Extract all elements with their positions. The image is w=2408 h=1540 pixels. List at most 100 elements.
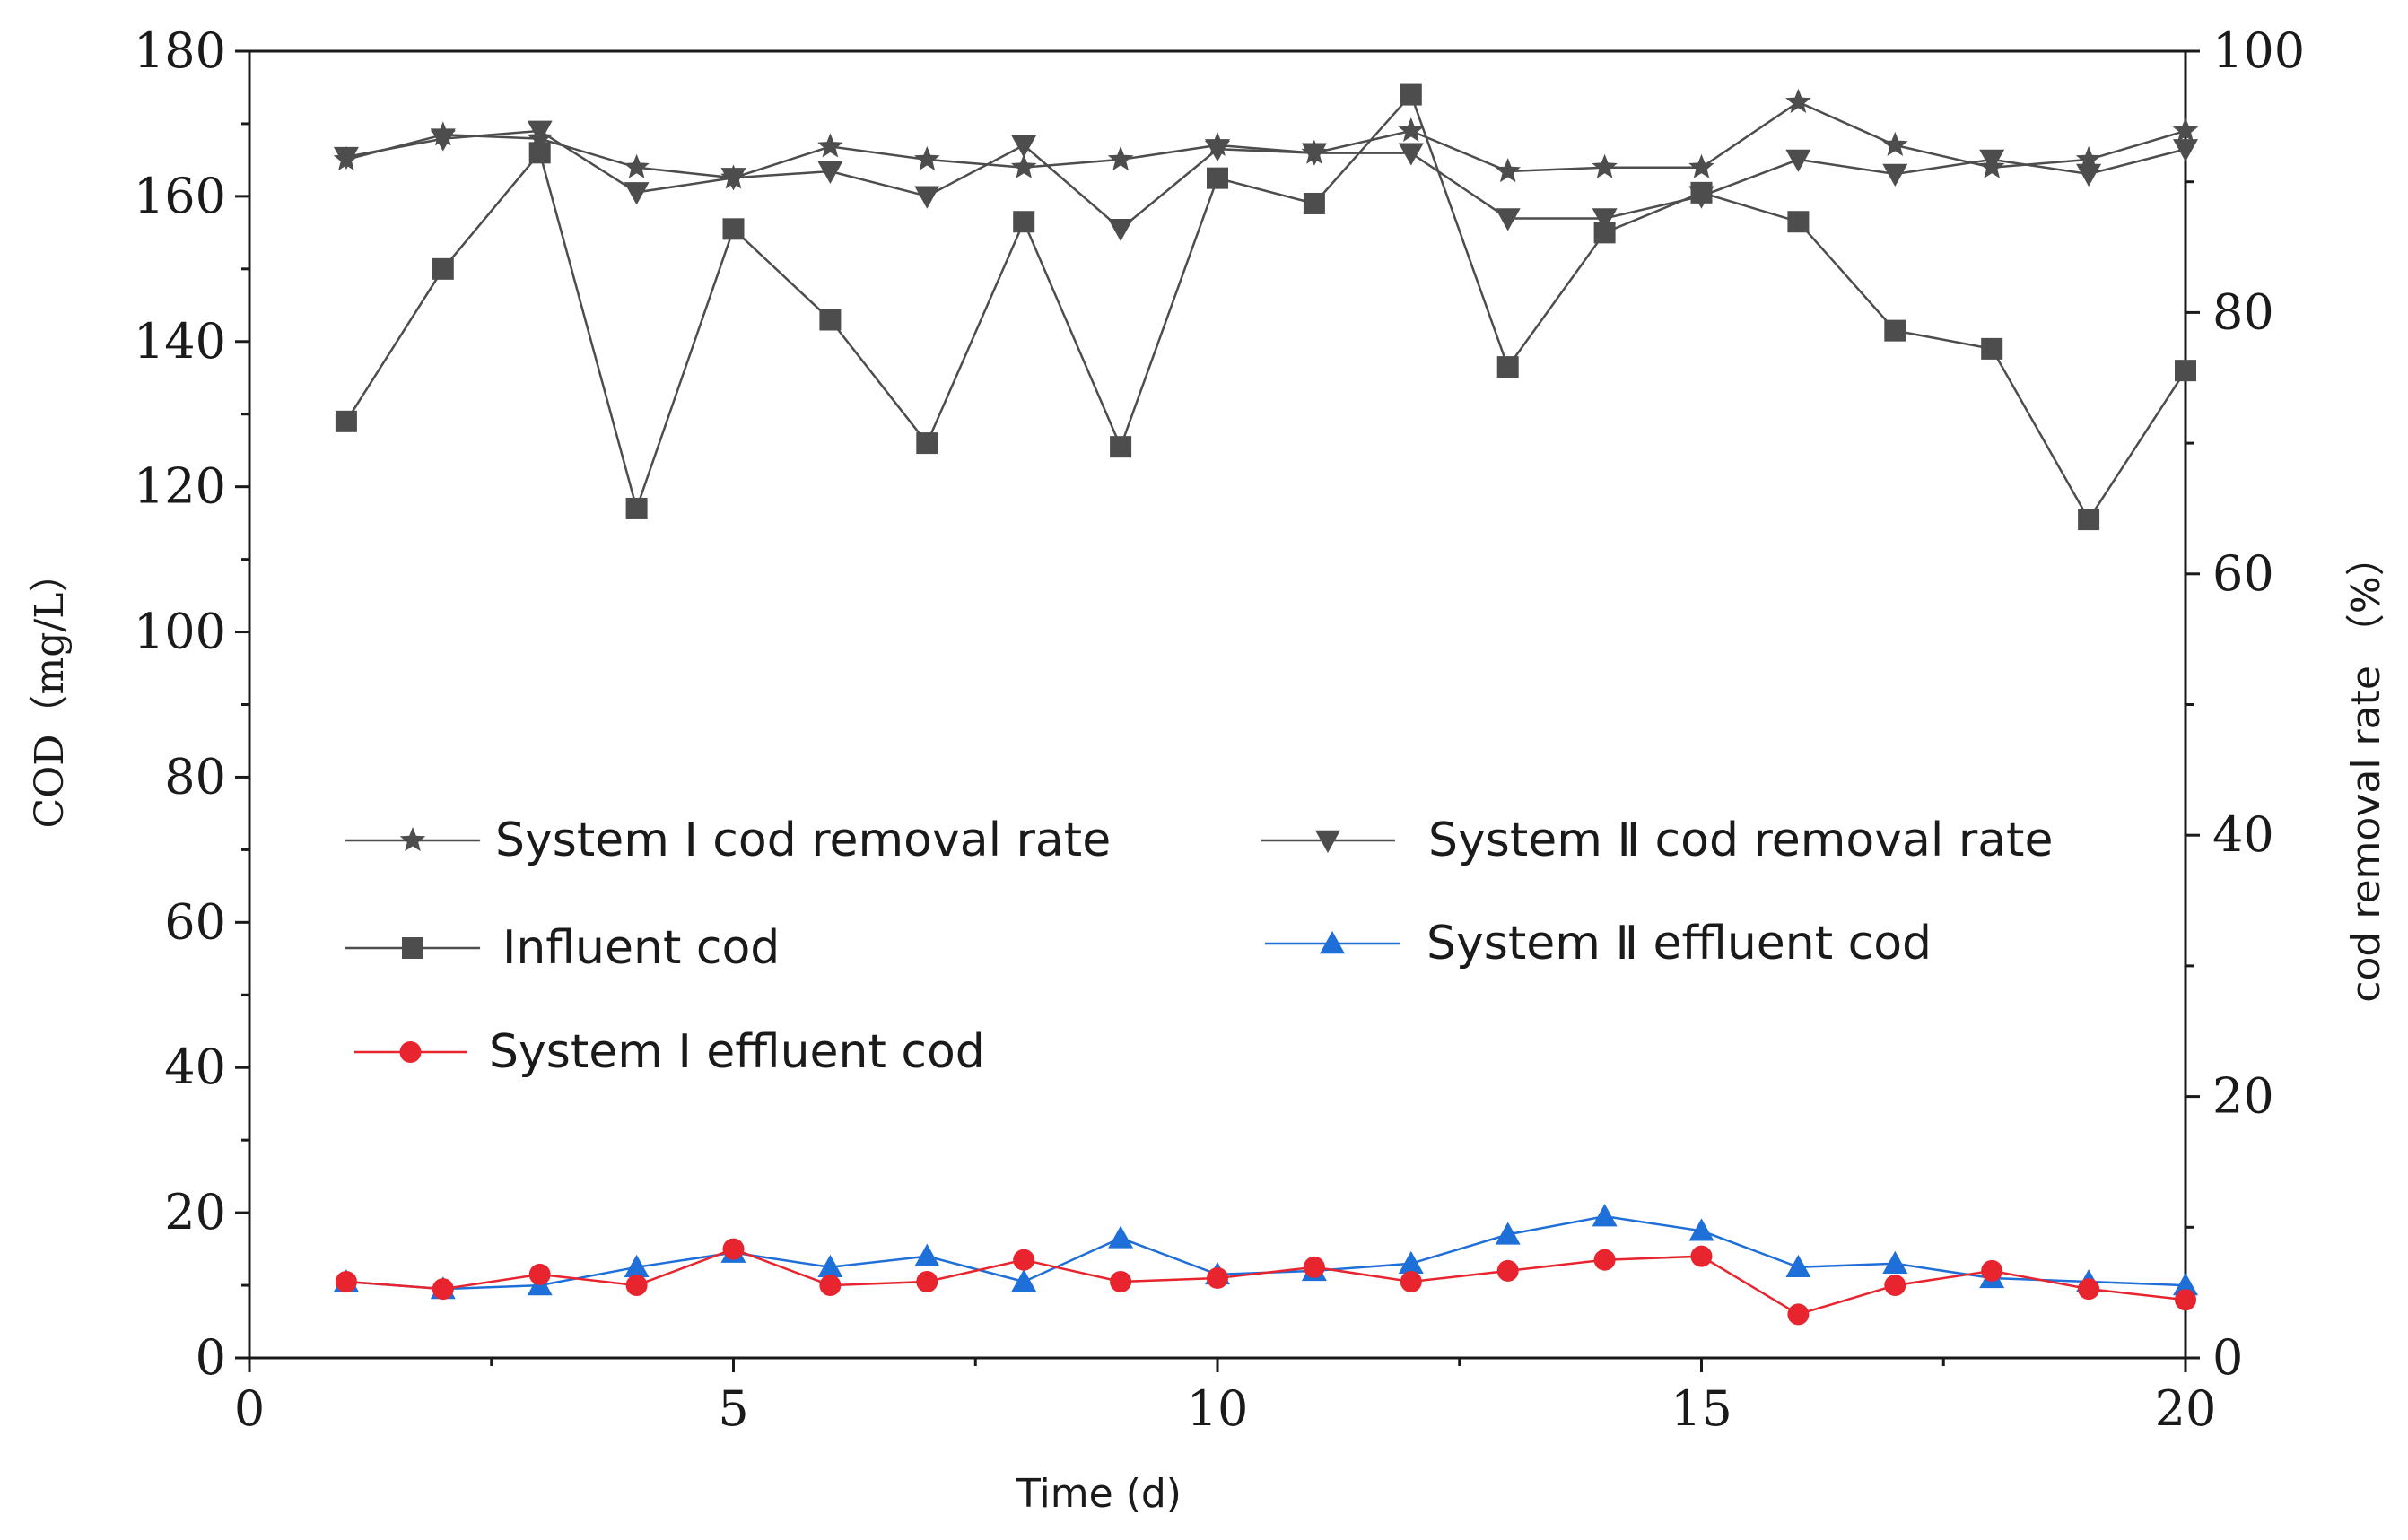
- legend-marker: [399, 827, 426, 852]
- legend-label: System Ⅱ cod removal rate: [1428, 814, 2053, 867]
- data-point: [1882, 163, 1908, 187]
- series-2: [335, 83, 2196, 531]
- data-point: [1690, 1245, 1713, 1267]
- y-left-tick-label: 100: [134, 604, 226, 660]
- data-point: [625, 497, 648, 519]
- y-right-tick-label: 100: [2212, 22, 2305, 79]
- data-point: [2078, 509, 2100, 531]
- legend-entry: System Ⅱ effluent cod: [1265, 917, 1932, 970]
- data-point: [1787, 1303, 1810, 1326]
- data-point: [1303, 192, 1325, 214]
- x-tick-label: 20: [2155, 1380, 2217, 1437]
- data-point: [1495, 1222, 1521, 1245]
- data-point: [916, 432, 938, 455]
- data-point: [914, 1243, 940, 1266]
- data-point: [1981, 1259, 2003, 1282]
- legend-entry: Influent cod: [345, 921, 780, 975]
- data-point: [1398, 1250, 1424, 1274]
- data-point: [1108, 1225, 1134, 1249]
- data-point: [1110, 1271, 1132, 1293]
- data-point: [722, 218, 745, 240]
- data-point: [527, 120, 553, 144]
- data-point: [1496, 356, 1519, 378]
- series-4: [335, 1238, 2196, 1326]
- data-point: [1400, 1271, 1422, 1293]
- data-point: [1592, 1204, 1618, 1227]
- y-right-axis-title: cod removal rate （%）: [2343, 536, 2389, 1002]
- data-point: [819, 309, 842, 331]
- y-right-tick-label: 0: [2212, 1329, 2243, 1386]
- series-line: [345, 100, 2186, 179]
- y-right-tick-label: 60: [2212, 545, 2274, 602]
- data-point: [1110, 436, 1132, 458]
- data-point: [1207, 1266, 1228, 1289]
- data-point: [1107, 145, 1134, 171]
- series-line: [345, 1214, 2186, 1291]
- series-line: [345, 92, 2187, 522]
- y-left-tick-label: 80: [164, 748, 226, 805]
- data-point: [1496, 1259, 1519, 1282]
- y-right-tick-label: 40: [2212, 806, 2274, 863]
- x-tick-label: 0: [234, 1380, 265, 1437]
- data-point: [2173, 139, 2198, 162]
- series-3: [333, 1204, 2198, 1300]
- data-point: [1207, 167, 1228, 189]
- data-point: [1013, 211, 1035, 233]
- data-point: [916, 1271, 938, 1293]
- y-left-tick-label: 20: [164, 1184, 226, 1240]
- data-point: [528, 142, 551, 164]
- data-point: [1785, 88, 1811, 113]
- data-point: [1010, 153, 1037, 178]
- series-1: [333, 120, 2198, 242]
- data-point: [430, 128, 456, 152]
- data-point: [1981, 337, 2003, 360]
- data-point: [720, 168, 746, 191]
- data-point: [914, 186, 940, 209]
- data-point: [1108, 218, 1134, 242]
- series-layer: [333, 83, 2199, 1326]
- data-point: [528, 1263, 551, 1285]
- data-point: [1011, 135, 1037, 158]
- legend-label: System Ⅰ effluent cod: [489, 1025, 985, 1079]
- data-point: [1013, 1249, 1035, 1271]
- y-right-tick-label: 80: [2212, 283, 2274, 340]
- x-tick-label: 10: [1187, 1380, 1249, 1437]
- y-left-tick-label: 140: [134, 313, 226, 370]
- data-point: [432, 1278, 454, 1301]
- data-point: [819, 1275, 842, 1297]
- data-point: [1301, 143, 1327, 166]
- legend-marker: [402, 937, 423, 959]
- data-point: [624, 182, 650, 205]
- series-0: [333, 88, 2199, 189]
- data-point: [624, 153, 650, 178]
- data-point: [1398, 117, 1425, 142]
- data-point: [1884, 1275, 1906, 1297]
- data-point: [432, 257, 454, 280]
- axes: 0 5 10 15 2002040608010012014016018002040608…: [134, 22, 2305, 1437]
- x-axis-title: Time (d): [1016, 1471, 1182, 1517]
- y-left-tick-label: 160: [134, 168, 226, 224]
- data-point: [1882, 131, 1908, 156]
- data-point: [817, 161, 843, 185]
- data-point: [1688, 1218, 1714, 1241]
- data-point: [1011, 1269, 1037, 1292]
- y-left-tick-label: 180: [134, 22, 226, 79]
- data-point: [1882, 1250, 1908, 1274]
- data-point: [1979, 149, 2005, 172]
- legend-label: System Ⅱ effluent cod: [1426, 917, 1932, 970]
- data-point: [2175, 1289, 2196, 1311]
- legend-label: Influent cod: [502, 921, 780, 975]
- data-point: [1787, 211, 1810, 233]
- data-point: [817, 1254, 843, 1278]
- legend: System Ⅰ cod removal rate System Ⅱ cod re…: [345, 814, 2053, 1079]
- plot-frame: [248, 49, 2187, 1360]
- data-point: [624, 1254, 650, 1278]
- data-point: [1303, 1256, 1325, 1278]
- data-point: [1495, 208, 1521, 231]
- data-point: [335, 410, 357, 432]
- legend-marker: [1315, 830, 1340, 853]
- legend-entry: System Ⅱ cod removal rate: [1261, 814, 2053, 867]
- legend-entry: System Ⅰ effluent cod: [354, 1025, 985, 1079]
- data-point: [722, 1238, 745, 1260]
